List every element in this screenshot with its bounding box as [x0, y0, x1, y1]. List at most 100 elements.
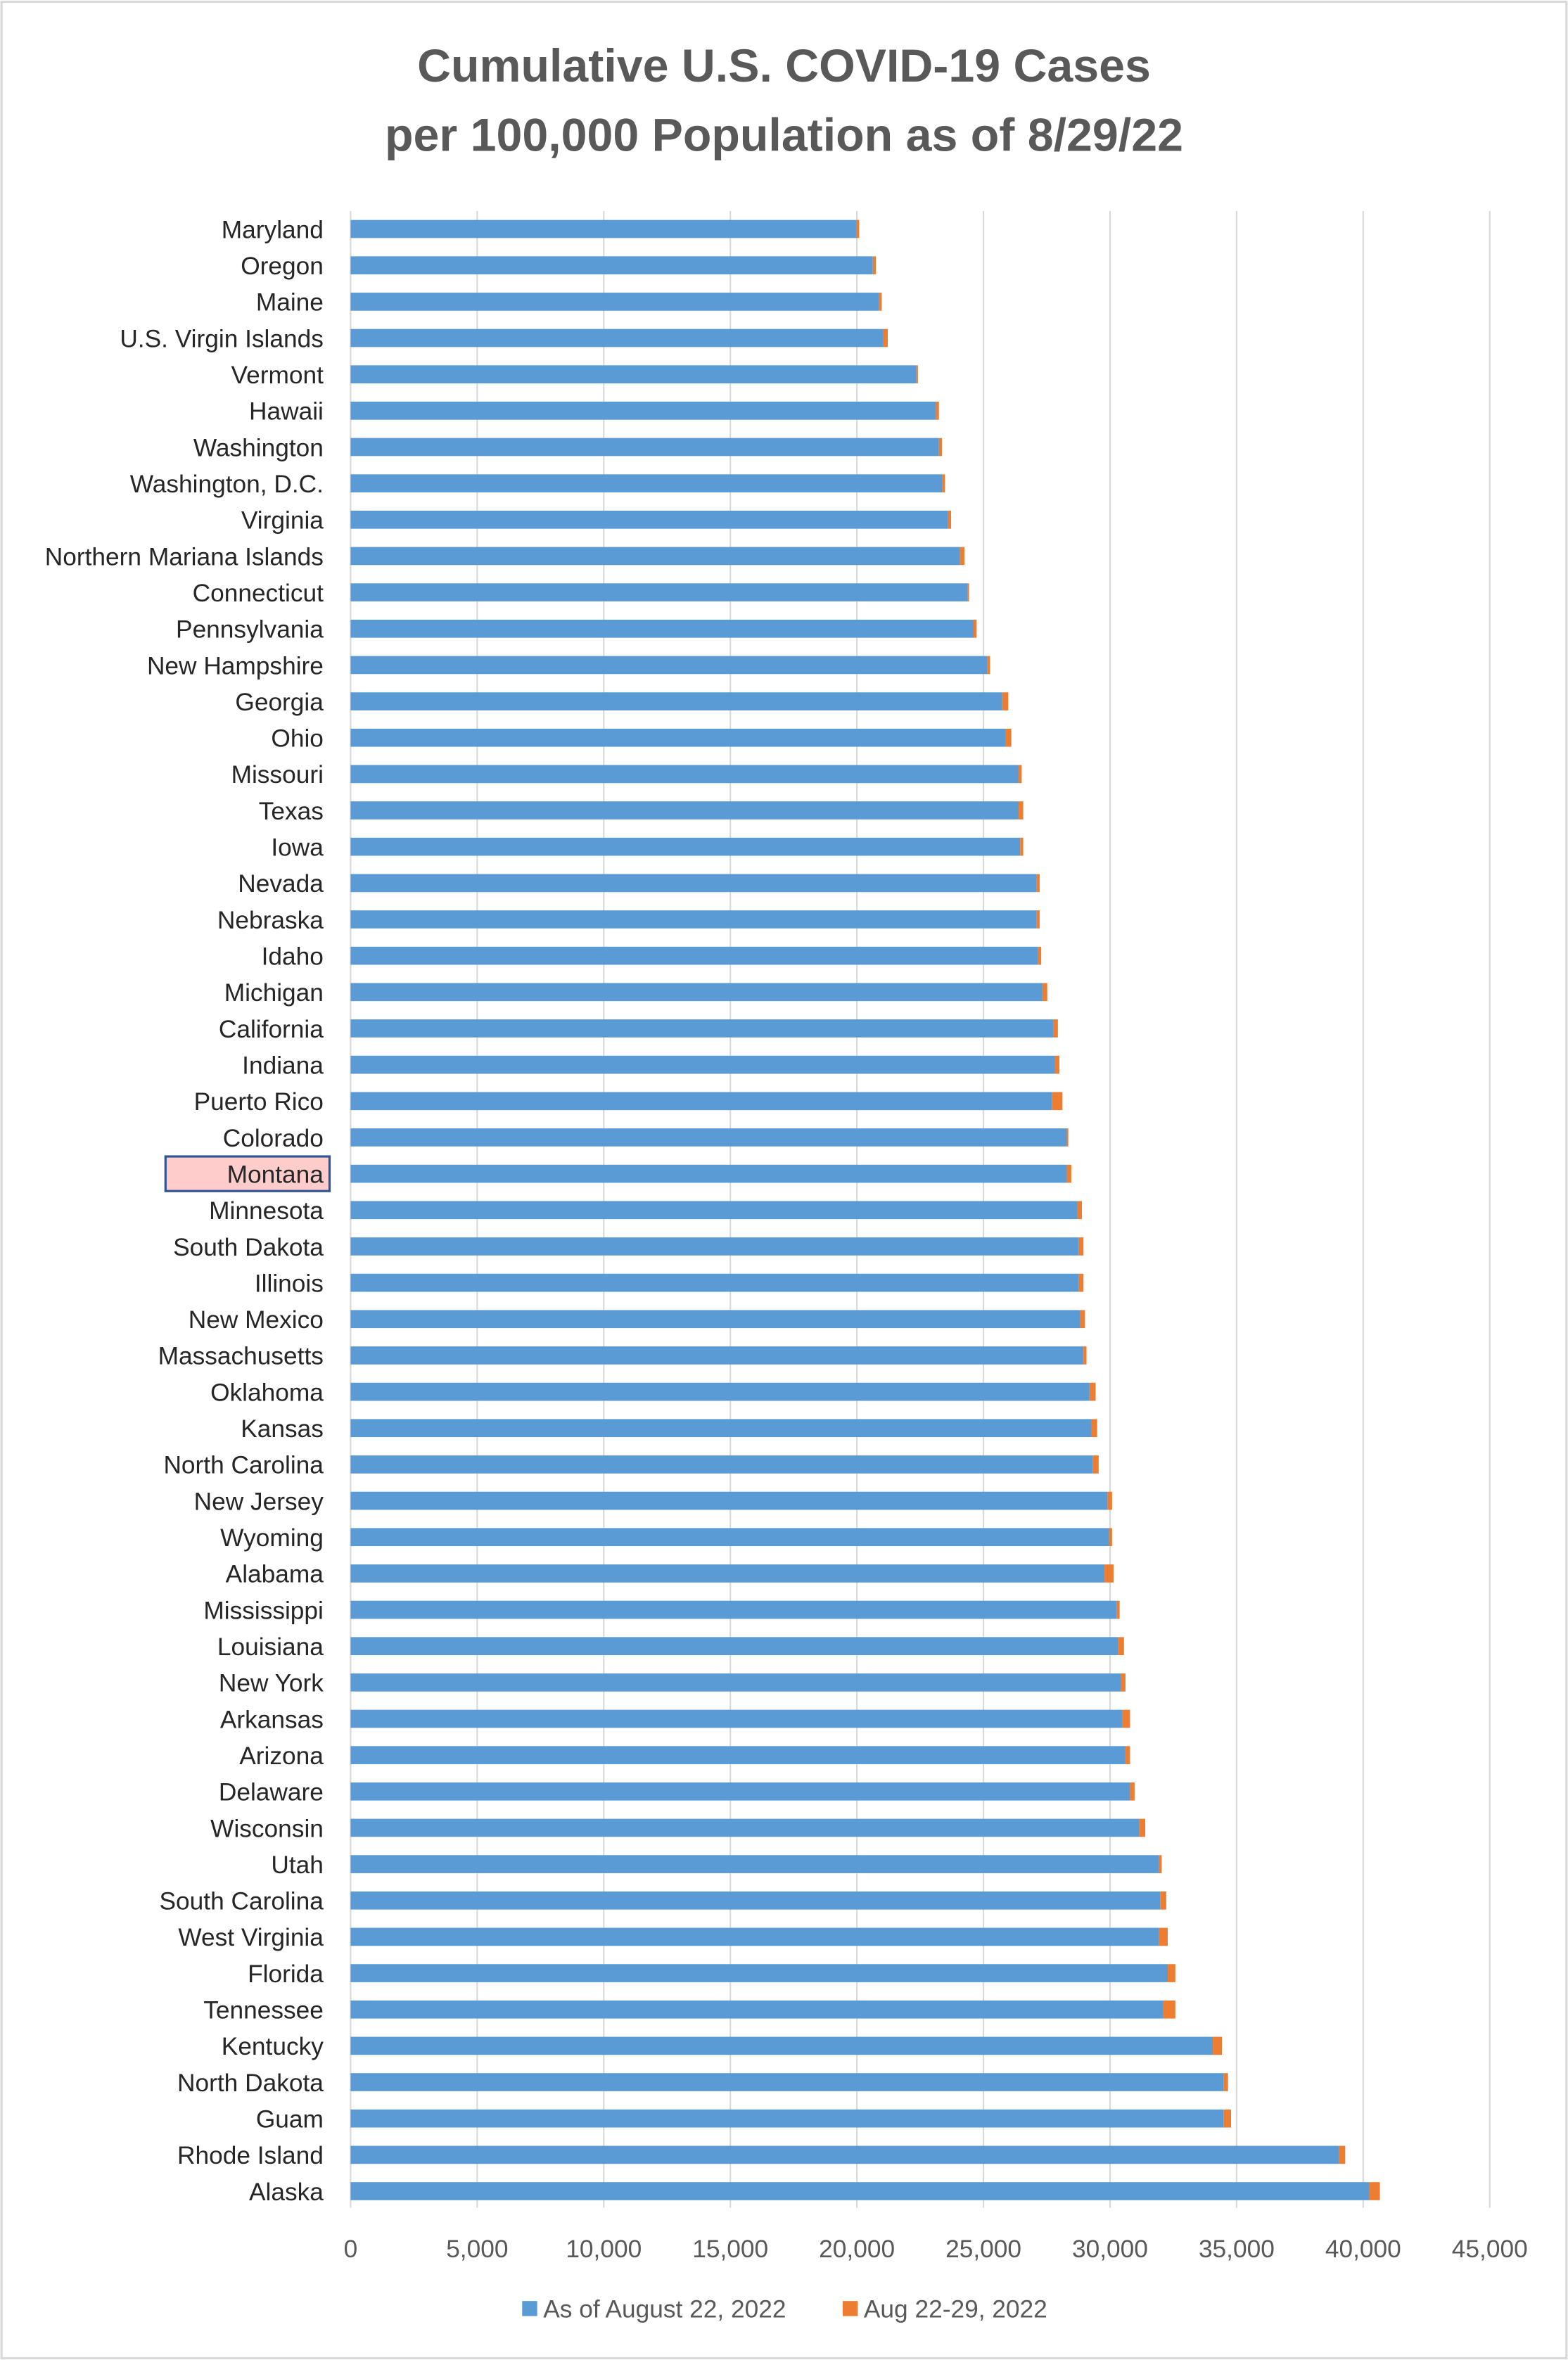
bar-as-of-aug-22	[350, 219, 857, 238]
bar-aug-22-29	[1116, 1600, 1120, 1619]
bar-aug-22-29	[1053, 1019, 1058, 1038]
bar-aug-22-29	[1078, 1273, 1084, 1292]
bar-as-of-aug-22	[350, 1818, 1140, 1837]
category-label: Iowa	[271, 834, 324, 862]
chart-title-line-1: Cumulative U.S. COVID-19 Cases	[417, 40, 1151, 92]
x-tick-label: 0	[344, 2235, 358, 2263]
category-label: Ohio	[271, 725, 324, 753]
bar-as-of-aug-22	[350, 1855, 1159, 1873]
category-label: Massachusetts	[158, 1343, 324, 1370]
highlight-box	[164, 1155, 331, 1192]
category-label: Florida	[248, 1960, 324, 1988]
category-label: Montana	[227, 1161, 324, 1188]
bar-as-of-aug-22	[350, 2145, 1339, 2164]
bar-as-of-aug-22	[350, 2036, 1213, 2055]
bar-aug-22-29	[974, 619, 977, 638]
bar-as-of-aug-22	[350, 1164, 1067, 1183]
bar-aug-22-29	[1107, 1491, 1112, 1510]
bar-aug-22-29	[967, 583, 969, 601]
category-label: Wyoming	[220, 1524, 324, 1552]
category-label: Kansas	[241, 1415, 324, 1443]
category-label: Connecticut	[193, 580, 324, 607]
bar-aug-22-29	[872, 256, 877, 275]
bar-aug-22-29	[1104, 1564, 1114, 1583]
bar-aug-22-29	[1159, 1855, 1162, 1873]
category-label: Wisconsin	[210, 1815, 324, 1842]
category-label: Vermont	[231, 362, 324, 389]
x-tick-label: 10,000	[566, 2235, 642, 2263]
x-tick-label: 35,000	[1199, 2235, 1275, 2263]
category-label: Maine	[256, 289, 324, 317]
bar-as-of-aug-22	[350, 1419, 1091, 1438]
bar-as-of-aug-22	[350, 547, 960, 566]
category-label: New Hampshire	[147, 652, 324, 680]
category-label: Minnesota	[209, 1197, 324, 1225]
bar-aug-22-29	[1223, 2073, 1228, 2091]
bar-aug-22-29	[1002, 692, 1009, 710]
category-label: Texas	[259, 798, 324, 825]
bar-as-of-aug-22	[350, 1019, 1054, 1038]
bar-as-of-aug-22	[350, 2000, 1164, 2019]
bar-aug-22-29	[1019, 765, 1022, 784]
bar-as-of-aug-22	[350, 656, 988, 675]
bar-aug-22-29	[948, 510, 951, 529]
bar-aug-22-29	[883, 329, 888, 347]
category-label: Nebraska	[217, 907, 324, 934]
bar-as-of-aug-22	[350, 1964, 1168, 1982]
legend: As of August 22, 2022 Aug 22-29, 2022	[522, 2296, 1047, 2323]
bar-aug-22-29	[1052, 1092, 1063, 1111]
bar-aug-22-29	[1043, 983, 1047, 1002]
bar-as-of-aug-22	[350, 2182, 1370, 2200]
bar-aug-22-29	[1078, 1237, 1084, 1256]
bar-aug-22-29	[1109, 1528, 1112, 1547]
x-tick-label: 40,000	[1325, 2235, 1401, 2263]
bar-as-of-aug-22	[350, 728, 1006, 747]
category-label: U.S. Virgin Islands	[120, 325, 324, 352]
bar-as-of-aug-22	[350, 1709, 1123, 1728]
category-label: Missouri	[231, 761, 324, 789]
bar-aug-22-29	[1036, 910, 1040, 929]
category-label: West Virginia	[178, 1924, 324, 1951]
gridlines	[350, 210, 1491, 2208]
legend-label-as-of-aug-22: As of August 22, 2022	[543, 2296, 786, 2323]
bar-aug-22-29	[1038, 946, 1042, 965]
category-label: Indiana	[242, 1052, 324, 1079]
category-label: Kentucky	[222, 2033, 324, 2060]
bar-aug-22-29	[1339, 2145, 1346, 2164]
bar-as-of-aug-22	[350, 1528, 1109, 1547]
bar-aug-22-29	[856, 219, 860, 238]
category-label: Michigan	[224, 979, 324, 1007]
bar-aug-22-29	[1066, 1128, 1069, 1147]
bar-aug-22-29	[1020, 837, 1024, 856]
bar-as-of-aug-22	[350, 474, 943, 492]
bar-as-of-aug-22	[350, 1782, 1130, 1801]
category-label: Illinois	[255, 1270, 324, 1297]
bar-as-of-aug-22	[350, 1382, 1090, 1401]
category-label: Tennessee	[203, 1997, 324, 2024]
bar-aug-22-29	[1125, 1746, 1130, 1764]
bar-as-of-aug-22	[350, 1673, 1121, 1692]
category-label: Louisiana	[217, 1633, 324, 1661]
bar-aug-22-29	[1223, 2109, 1231, 2128]
bar-as-of-aug-22	[350, 1237, 1079, 1256]
bar-as-of-aug-22	[350, 837, 1021, 856]
bar-aug-22-29	[916, 365, 918, 384]
category-label: Mississippi	[203, 1597, 324, 1624]
bar-as-of-aug-22	[350, 1201, 1078, 1220]
category-label: Guam	[256, 2106, 324, 2133]
chart-title-line-2: per 100,000 Population as of 8/29/22	[385, 109, 1183, 161]
bar-aug-22-29	[1130, 1782, 1135, 1801]
bar-as-of-aug-22	[350, 1128, 1067, 1147]
bar-as-of-aug-22	[350, 510, 948, 529]
bar-aug-22-29	[1369, 2182, 1380, 2200]
bar-as-of-aug-22	[350, 1346, 1084, 1365]
bar-as-of-aug-22	[350, 765, 1019, 784]
category-label: Georgia	[235, 689, 324, 716]
x-tick-label: 30,000	[1072, 2235, 1148, 2263]
bar-aug-22-29	[1066, 1164, 1071, 1183]
bar-as-of-aug-22	[350, 1927, 1159, 1946]
bar-aug-22-29	[1090, 1419, 1097, 1438]
bar-as-of-aug-22	[350, 983, 1043, 1002]
category-label: Oklahoma	[210, 1379, 324, 1406]
